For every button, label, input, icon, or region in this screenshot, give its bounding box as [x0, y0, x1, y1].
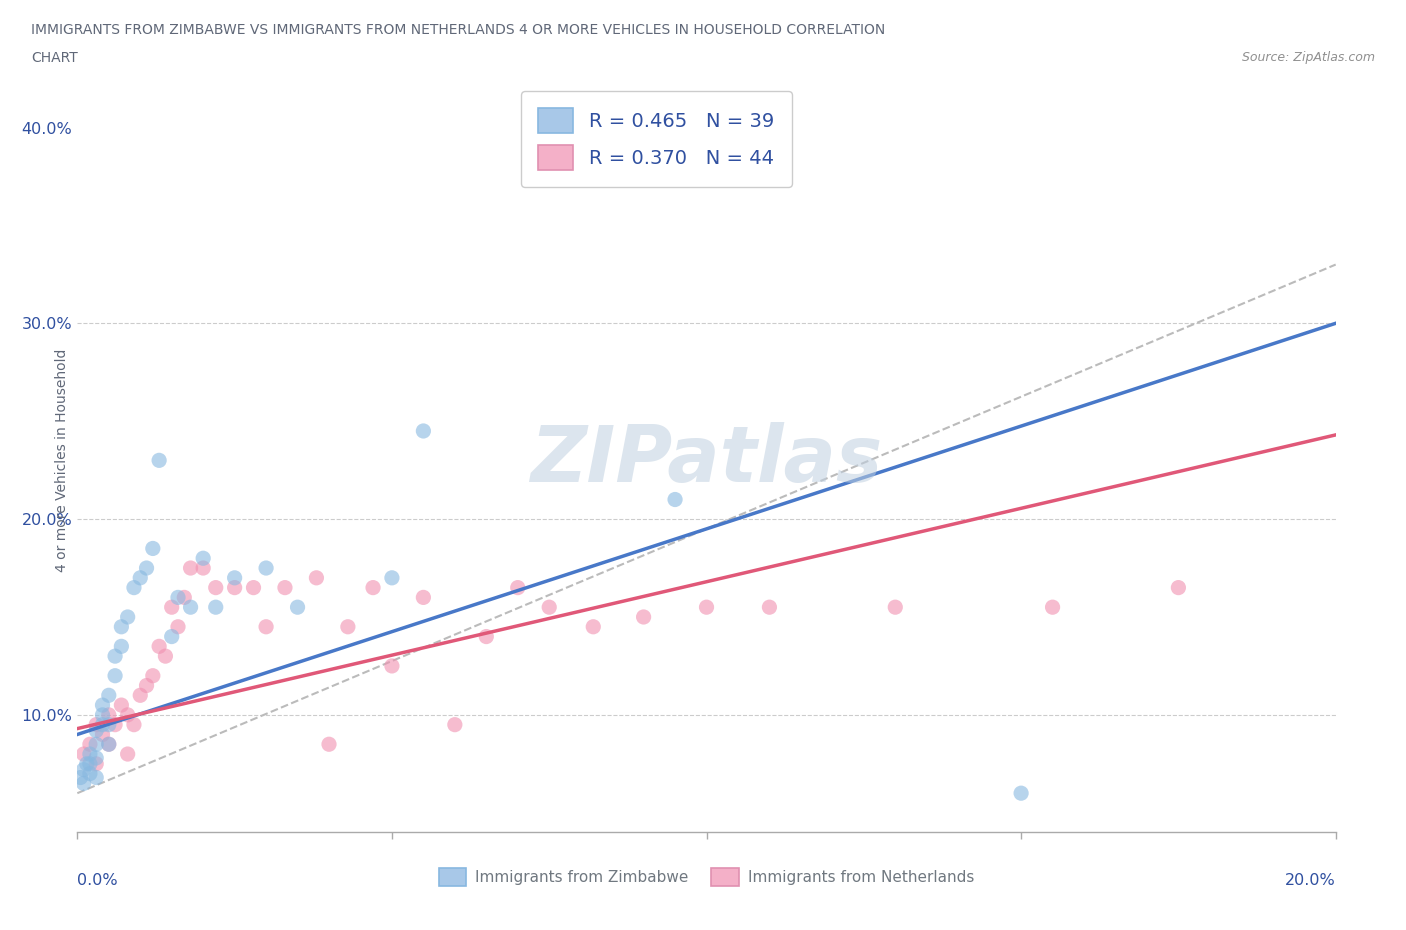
Point [381, 570, 404, 585]
Point [305, 570, 328, 585]
Point [104, 717, 127, 732]
Point [142, 541, 165, 556]
Point [79, 737, 101, 751]
Point [180, 600, 202, 615]
Point [79, 756, 101, 771]
Point [336, 619, 359, 634]
Point [167, 590, 190, 604]
Point [758, 600, 780, 615]
Point [167, 619, 190, 634]
Point [110, 698, 132, 712]
Point [91, 698, 114, 712]
Point [104, 669, 127, 684]
Point [142, 669, 165, 684]
Point [242, 580, 264, 595]
Point [110, 639, 132, 654]
Point [191, 561, 215, 576]
Point [135, 561, 157, 576]
Point [122, 580, 145, 595]
Point [84, 756, 107, 771]
Point [274, 580, 297, 595]
Point [84, 751, 107, 765]
Text: IMMIGRANTS FROM ZIMBABWE VS IMMIGRANTS FROM NETHERLANDS 4 OR MORE VEHICLES IN HO: IMMIGRANTS FROM ZIMBABWE VS IMMIGRANTS F… [31, 23, 886, 37]
Point [91, 717, 114, 732]
Point [97, 737, 120, 751]
Point [117, 609, 139, 624]
Point [72, 776, 94, 790]
Point [129, 570, 152, 585]
Point [381, 658, 404, 673]
Point [72, 747, 94, 762]
Point [412, 423, 434, 438]
Point [664, 492, 686, 507]
Point [97, 717, 120, 732]
Point [91, 708, 114, 723]
Text: 0.0%: 0.0% [77, 873, 118, 888]
Point [84, 770, 107, 785]
Legend: Immigrants from Zimbabwe, Immigrants from Netherlands: Immigrants from Zimbabwe, Immigrants fro… [433, 862, 980, 892]
Point [412, 590, 434, 604]
Point [254, 619, 277, 634]
Point [191, 551, 215, 565]
Point [884, 600, 907, 615]
Y-axis label: 4 or more Vehicles in Household: 4 or more Vehicles in Household [55, 349, 69, 572]
Point [117, 747, 139, 762]
Point [538, 600, 561, 615]
Text: 20.0%: 20.0% [1285, 873, 1336, 888]
Point [173, 590, 195, 604]
Point [204, 580, 226, 595]
Point [97, 737, 120, 751]
Point [122, 717, 145, 732]
Point [97, 708, 120, 723]
Point [79, 747, 101, 762]
Point [287, 600, 309, 615]
Point [104, 649, 127, 664]
Point [444, 717, 467, 732]
Point [117, 708, 139, 723]
Point [361, 580, 384, 595]
Point [84, 724, 107, 738]
Point [582, 619, 605, 634]
Point [84, 717, 107, 732]
Point [475, 629, 498, 644]
Point [254, 561, 277, 576]
Point [633, 609, 655, 624]
Point [79, 766, 101, 781]
Point [91, 727, 114, 742]
Point [180, 561, 202, 576]
Point [318, 737, 340, 751]
Point [148, 639, 170, 654]
Point [1010, 786, 1032, 801]
Point [224, 570, 246, 585]
Point [1042, 600, 1064, 615]
Point [135, 678, 157, 693]
Text: CHART: CHART [31, 51, 77, 65]
Point [129, 688, 152, 703]
Point [160, 600, 183, 615]
Point [72, 763, 94, 777]
Point [1167, 580, 1189, 595]
Text: Source: ZipAtlas.com: Source: ZipAtlas.com [1241, 51, 1375, 64]
Point [69, 770, 91, 785]
Point [506, 580, 529, 595]
Point [160, 629, 183, 644]
Point [204, 600, 226, 615]
Point [76, 756, 98, 771]
Point [97, 688, 120, 703]
Point [155, 649, 177, 664]
Text: ZIPatlas: ZIPatlas [530, 422, 883, 498]
Point [148, 453, 170, 468]
Point [224, 580, 246, 595]
Point [110, 619, 132, 634]
Point [696, 600, 718, 615]
Point [84, 737, 107, 751]
